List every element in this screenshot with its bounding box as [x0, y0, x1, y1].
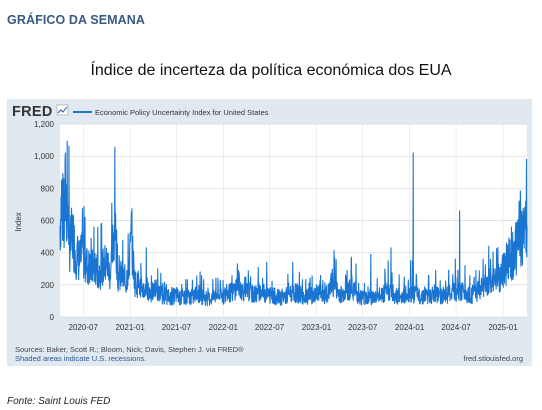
source-credit: Fonte: Saint Louis FED	[7, 396, 111, 407]
y-tick-label: 400	[41, 249, 55, 258]
y-axis: 0 200 400 600 800 1,000 1,200	[34, 120, 55, 322]
y-tick-label: 0	[50, 313, 55, 322]
x-tick-label: 2024-01	[395, 323, 425, 332]
section-title: GRÁFICO DA SEMANA	[7, 13, 146, 27]
x-tick-label: 2021-07	[162, 323, 192, 332]
series-line	[59, 140, 528, 307]
recession-note: Shaded areas indicate U.S. recessions.	[15, 354, 147, 363]
fred-chart-panel: FRED Economic Policy Uncertainty Index f…	[7, 99, 532, 366]
y-axis-label: Index	[14, 212, 23, 232]
x-tick-label: 2024-07	[441, 323, 471, 332]
x-tick-label: 2023-01	[302, 323, 332, 332]
y-tick-label: 1,200	[34, 120, 55, 129]
y-tick-label: 200	[41, 281, 55, 290]
x-tick-label: 2025-01	[488, 323, 518, 332]
fred-chart-svg: FRED Economic Policy Uncertainty Index f…	[12, 104, 528, 332]
fred-logo: FRED	[12, 104, 53, 120]
chart-title: Índice de incerteza da política económic…	[90, 62, 452, 79]
x-tick-label: 2023-07	[348, 323, 378, 332]
x-tick-label: 2022-01	[209, 323, 239, 332]
y-tick-label: 800	[41, 184, 55, 193]
x-tick-label: 2020-07	[69, 323, 99, 332]
y-tick-label: 600	[41, 217, 55, 226]
fred-graph-icon	[56, 104, 69, 116]
x-tick-label: 2021-01	[115, 323, 145, 332]
source-line: Sources: Baker, Scott R.; Bloom, Nick; D…	[15, 345, 244, 354]
legend-label: Economic Policy Uncertainty Index for Un…	[95, 108, 269, 117]
x-axis: 2020-07 2021-01 2021-07 2022-01 2022-07 2023-…	[69, 323, 519, 332]
fred-url[interactable]: fred.stlouisfed.org	[463, 354, 523, 363]
y-tick-label: 1,000	[34, 152, 55, 161]
x-tick-label: 2022-07	[255, 323, 285, 332]
